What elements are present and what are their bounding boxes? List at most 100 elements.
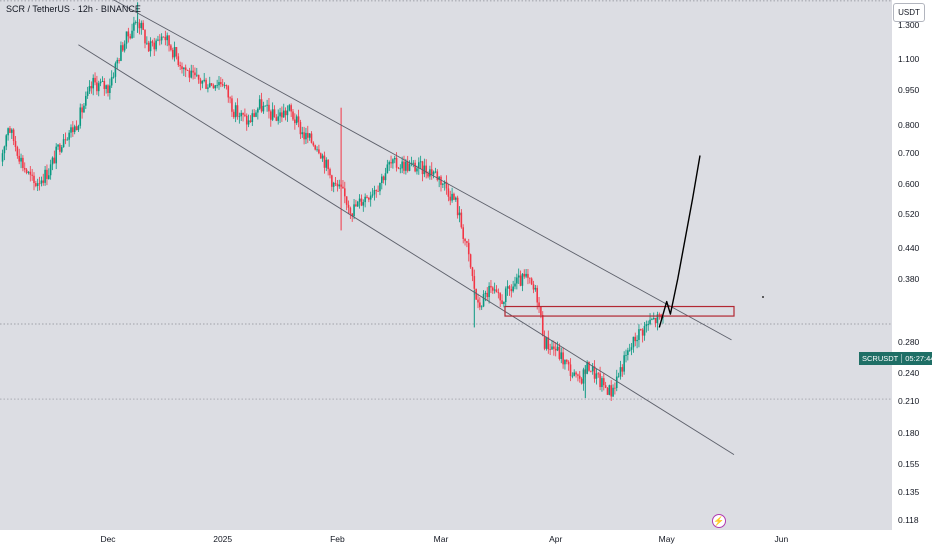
candle-body xyxy=(492,287,494,291)
flash-icon[interactable]: ⚡ xyxy=(712,514,726,528)
candle-body xyxy=(16,147,19,156)
candle-body xyxy=(430,169,433,175)
candle-body xyxy=(571,375,574,377)
candle-body xyxy=(527,273,529,278)
candle-body xyxy=(538,302,540,307)
candle-body xyxy=(442,183,444,185)
candle-body xyxy=(560,352,563,359)
candle-body xyxy=(147,42,150,52)
candle-body xyxy=(266,104,268,106)
candle-body xyxy=(284,110,287,116)
candle-body xyxy=(253,113,255,117)
candle-body xyxy=(170,45,172,50)
candle-body xyxy=(57,144,59,147)
symbol-title: SCR / TetherUS · 12h · BINANCE xyxy=(6,4,141,14)
candle-body xyxy=(5,135,8,147)
candle-body xyxy=(356,201,359,207)
candle-body xyxy=(164,36,167,41)
candle-body xyxy=(146,42,148,44)
candle-body xyxy=(116,60,119,64)
candle-body xyxy=(244,114,246,116)
candle-body xyxy=(360,198,363,206)
candle-body xyxy=(216,85,218,87)
candle-body xyxy=(623,355,625,372)
candle-body xyxy=(85,95,87,106)
candle-body xyxy=(292,111,294,120)
candle-body xyxy=(615,376,618,389)
candle-body xyxy=(514,283,516,287)
candle-body xyxy=(586,361,588,374)
candle-body xyxy=(138,23,141,29)
candle-body xyxy=(103,81,106,89)
candle-body xyxy=(427,173,429,177)
candle-body xyxy=(418,162,420,169)
candle-body xyxy=(118,60,120,61)
candle-body xyxy=(55,146,57,164)
candle-body xyxy=(384,173,387,181)
x-tick-label: Jun xyxy=(774,534,789,544)
y-tick-label: 0.155 xyxy=(898,458,920,469)
candle-body xyxy=(282,110,285,118)
candle-body xyxy=(608,385,611,395)
candle-body xyxy=(421,161,424,175)
candle-body xyxy=(107,85,109,93)
candle-body xyxy=(181,66,183,70)
candle-body xyxy=(314,145,316,150)
candle-body xyxy=(386,164,389,174)
price-axis[interactable] xyxy=(892,0,932,550)
candle-body xyxy=(519,275,522,286)
candle-body xyxy=(153,42,156,50)
candle-body xyxy=(393,157,396,160)
y-tick-label: 0.210 xyxy=(898,396,920,407)
candle-body xyxy=(630,347,633,350)
candle-body xyxy=(540,306,542,316)
candle-body xyxy=(183,67,185,70)
currency-button[interactable]: USDT xyxy=(893,3,925,22)
candle-body xyxy=(112,76,115,78)
candle-body xyxy=(288,105,291,111)
candle-body xyxy=(412,162,415,164)
candle-body xyxy=(503,302,505,305)
candle-body xyxy=(133,22,135,31)
resistance-zone xyxy=(504,305,735,317)
candle-body xyxy=(29,171,32,175)
candle-body xyxy=(325,159,328,168)
candle-body xyxy=(20,157,22,162)
y-tick-label: 1.100 xyxy=(898,54,920,65)
candle-body xyxy=(308,133,311,138)
y-tick-label: 0.280 xyxy=(898,336,920,347)
candle-body xyxy=(90,86,93,89)
candle-body xyxy=(344,188,346,197)
price-tag-countdown: 05:27:44 xyxy=(905,354,932,363)
candle-body xyxy=(467,242,470,255)
candle-body xyxy=(373,190,376,195)
candle-body xyxy=(157,39,159,41)
channel-upper-line xyxy=(112,0,732,341)
candle-body xyxy=(462,227,464,239)
candle-body xyxy=(627,350,629,355)
candle-body xyxy=(64,139,67,141)
candle-body xyxy=(221,84,224,86)
candle-body xyxy=(336,183,339,187)
candle-body xyxy=(652,317,655,320)
candle-body xyxy=(582,369,585,384)
candle-body xyxy=(310,133,313,143)
candle-body xyxy=(529,277,531,279)
candle-body xyxy=(419,161,422,163)
candle-body xyxy=(166,35,168,41)
candle-body xyxy=(604,385,607,388)
candle-body xyxy=(438,176,440,180)
candle-body xyxy=(351,213,353,217)
candle-body xyxy=(643,326,646,336)
candle-body xyxy=(662,316,664,318)
candle-body xyxy=(358,198,361,202)
y-tick-label: 0.240 xyxy=(898,368,920,379)
time-axis[interactable] xyxy=(0,530,892,550)
candle-body xyxy=(251,113,254,123)
candle-body xyxy=(401,161,403,169)
candle-body xyxy=(201,80,204,84)
candle-body xyxy=(40,180,43,184)
candle-body xyxy=(162,36,165,38)
candle-body xyxy=(75,126,78,131)
